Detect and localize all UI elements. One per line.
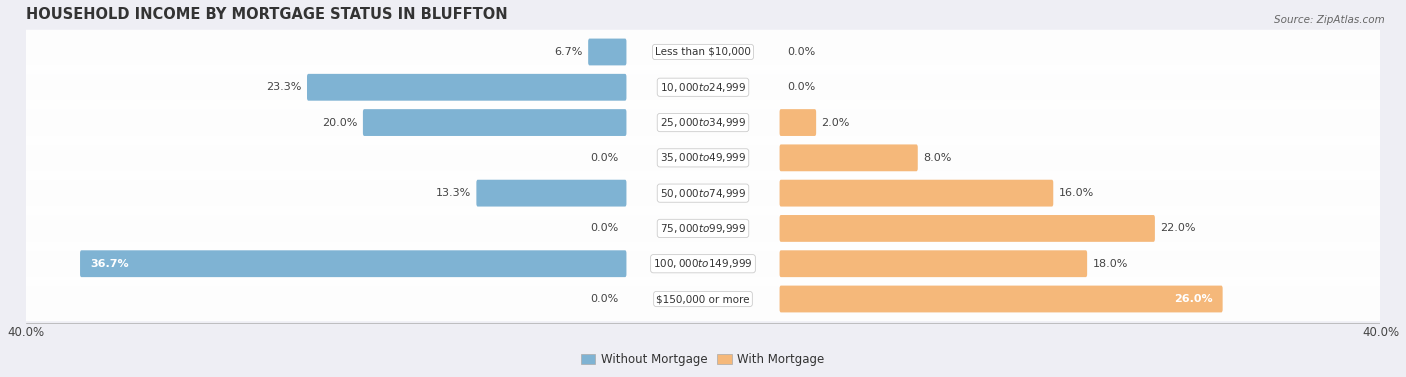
Text: $10,000 to $24,999: $10,000 to $24,999 [659,81,747,94]
FancyBboxPatch shape [779,109,815,136]
FancyBboxPatch shape [779,250,1087,277]
Text: 6.7%: 6.7% [554,47,582,57]
FancyBboxPatch shape [14,65,1392,109]
FancyBboxPatch shape [363,109,627,136]
Text: $75,000 to $99,999: $75,000 to $99,999 [659,222,747,235]
FancyBboxPatch shape [14,136,1392,180]
Text: 0.0%: 0.0% [591,153,619,163]
FancyBboxPatch shape [14,100,1392,145]
Text: 23.3%: 23.3% [266,82,301,92]
Text: 36.7%: 36.7% [90,259,128,269]
Text: 22.0%: 22.0% [1160,224,1197,233]
FancyBboxPatch shape [14,277,1392,321]
FancyBboxPatch shape [779,286,1223,313]
Text: 26.0%: 26.0% [1174,294,1213,304]
Text: 13.3%: 13.3% [436,188,471,198]
FancyBboxPatch shape [588,38,627,65]
FancyBboxPatch shape [779,144,918,171]
Text: $150,000 or more: $150,000 or more [657,294,749,304]
FancyBboxPatch shape [779,215,1154,242]
Text: 2.0%: 2.0% [821,118,851,127]
Text: 0.0%: 0.0% [591,294,619,304]
FancyBboxPatch shape [14,30,1392,74]
FancyBboxPatch shape [477,180,627,207]
Text: 18.0%: 18.0% [1092,259,1128,269]
Text: Source: ZipAtlas.com: Source: ZipAtlas.com [1274,15,1385,25]
Text: 0.0%: 0.0% [787,47,815,57]
FancyBboxPatch shape [14,242,1392,286]
FancyBboxPatch shape [80,250,627,277]
Text: $25,000 to $34,999: $25,000 to $34,999 [659,116,747,129]
Text: 16.0%: 16.0% [1059,188,1094,198]
Text: $35,000 to $49,999: $35,000 to $49,999 [659,151,747,164]
Legend: Without Mortgage, With Mortgage: Without Mortgage, With Mortgage [576,349,830,371]
FancyBboxPatch shape [14,171,1392,215]
Text: 0.0%: 0.0% [787,82,815,92]
Text: HOUSEHOLD INCOME BY MORTGAGE STATUS IN BLUFFTON: HOUSEHOLD INCOME BY MORTGAGE STATUS IN B… [25,7,508,22]
Text: 8.0%: 8.0% [924,153,952,163]
Text: $100,000 to $149,999: $100,000 to $149,999 [654,257,752,270]
Text: 20.0%: 20.0% [322,118,357,127]
FancyBboxPatch shape [779,180,1053,207]
Text: 0.0%: 0.0% [591,224,619,233]
FancyBboxPatch shape [307,74,627,101]
Text: $50,000 to $74,999: $50,000 to $74,999 [659,187,747,200]
FancyBboxPatch shape [14,206,1392,251]
Text: Less than $10,000: Less than $10,000 [655,47,751,57]
